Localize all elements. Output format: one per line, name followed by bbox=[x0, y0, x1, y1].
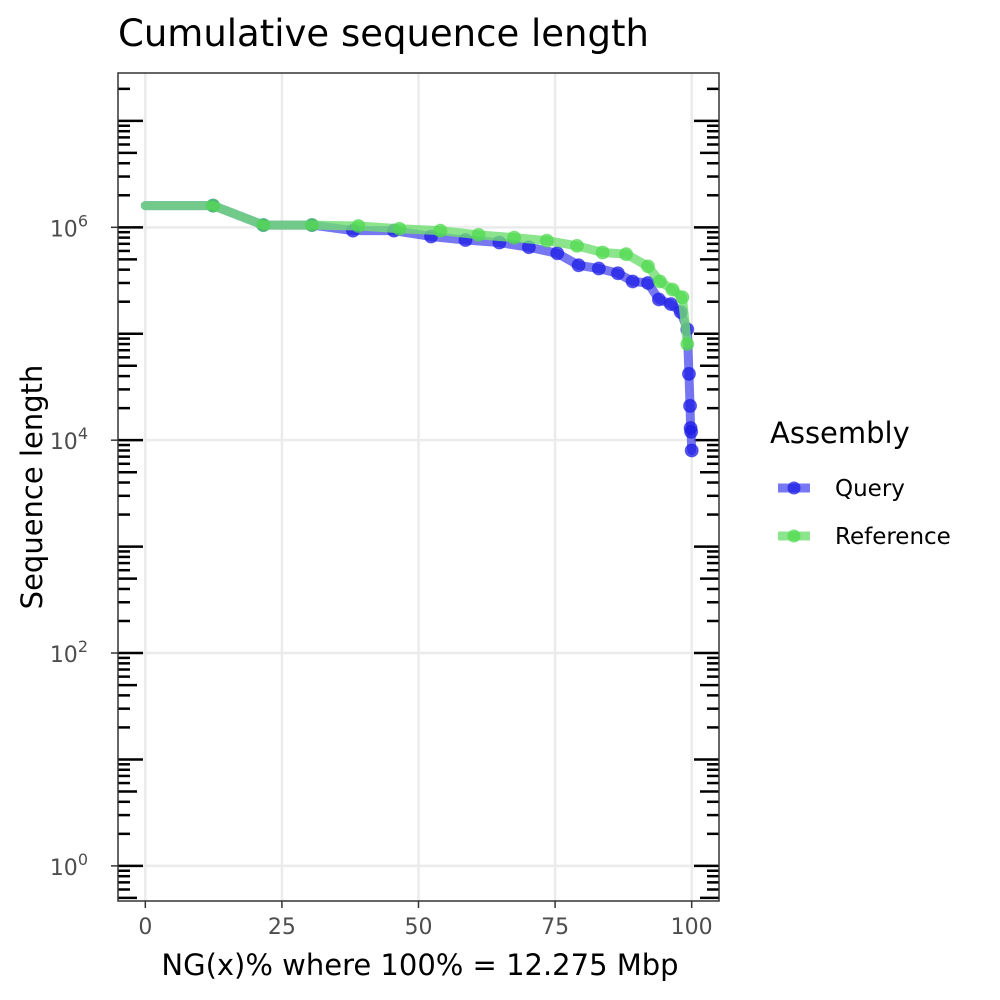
data-point-reference bbox=[433, 223, 448, 238]
y-tick-label: 106 bbox=[50, 211, 88, 242]
data-point-reference bbox=[256, 218, 271, 233]
x-axis-title: NG(x)% where 100% = 12.275 Mbp bbox=[161, 948, 678, 982]
legend-key-point-query bbox=[787, 481, 801, 495]
x-tick-label: 75 bbox=[541, 915, 569, 940]
x-tick-label: 100 bbox=[671, 915, 713, 940]
x-tick-label: 25 bbox=[268, 915, 296, 940]
data-point-query bbox=[610, 266, 625, 281]
legend-label-reference: Reference bbox=[835, 524, 951, 550]
data-point-query bbox=[651, 292, 666, 307]
y-axis-title: Sequence length bbox=[15, 365, 49, 610]
data-point-reference bbox=[569, 238, 584, 253]
data-point-reference bbox=[619, 247, 634, 262]
data-point-reference bbox=[652, 274, 667, 289]
data-point-query bbox=[663, 297, 678, 312]
data-point-reference bbox=[539, 233, 554, 248]
data-point-reference bbox=[680, 337, 695, 352]
data-point-query bbox=[591, 261, 606, 276]
data-point-reference bbox=[304, 218, 319, 233]
y-tick-label: 100 bbox=[50, 850, 88, 881]
data-point-reference bbox=[351, 218, 366, 233]
data-point-query bbox=[681, 366, 696, 381]
data-point-query bbox=[683, 398, 698, 413]
data-point-query bbox=[684, 443, 699, 458]
data-point-reference bbox=[206, 198, 221, 213]
data-point-reference bbox=[471, 227, 486, 242]
data-point-reference bbox=[640, 259, 655, 274]
x-tick-label: 50 bbox=[405, 915, 433, 940]
chart-title: Cumulative sequence length bbox=[118, 12, 649, 55]
legend-title: Assembly bbox=[770, 416, 910, 450]
data-point-reference bbox=[595, 245, 610, 260]
data-point-reference bbox=[392, 221, 407, 236]
legend-label-query: Query bbox=[835, 476, 905, 502]
x-tick-label: 0 bbox=[138, 915, 152, 940]
series-reference bbox=[140, 198, 695, 352]
data-point-reference bbox=[665, 282, 680, 297]
y-tick-label: 102 bbox=[50, 637, 88, 668]
data-point-query bbox=[625, 274, 640, 289]
data-point-query bbox=[571, 258, 586, 273]
data-point-reference bbox=[507, 230, 522, 245]
series-query bbox=[140, 198, 699, 458]
data-point-query bbox=[550, 246, 565, 261]
legend-key-point-reference bbox=[787, 529, 801, 543]
data-point-reference bbox=[675, 290, 690, 305]
data-point-query bbox=[684, 424, 699, 439]
y-tick-label: 104 bbox=[50, 424, 88, 455]
